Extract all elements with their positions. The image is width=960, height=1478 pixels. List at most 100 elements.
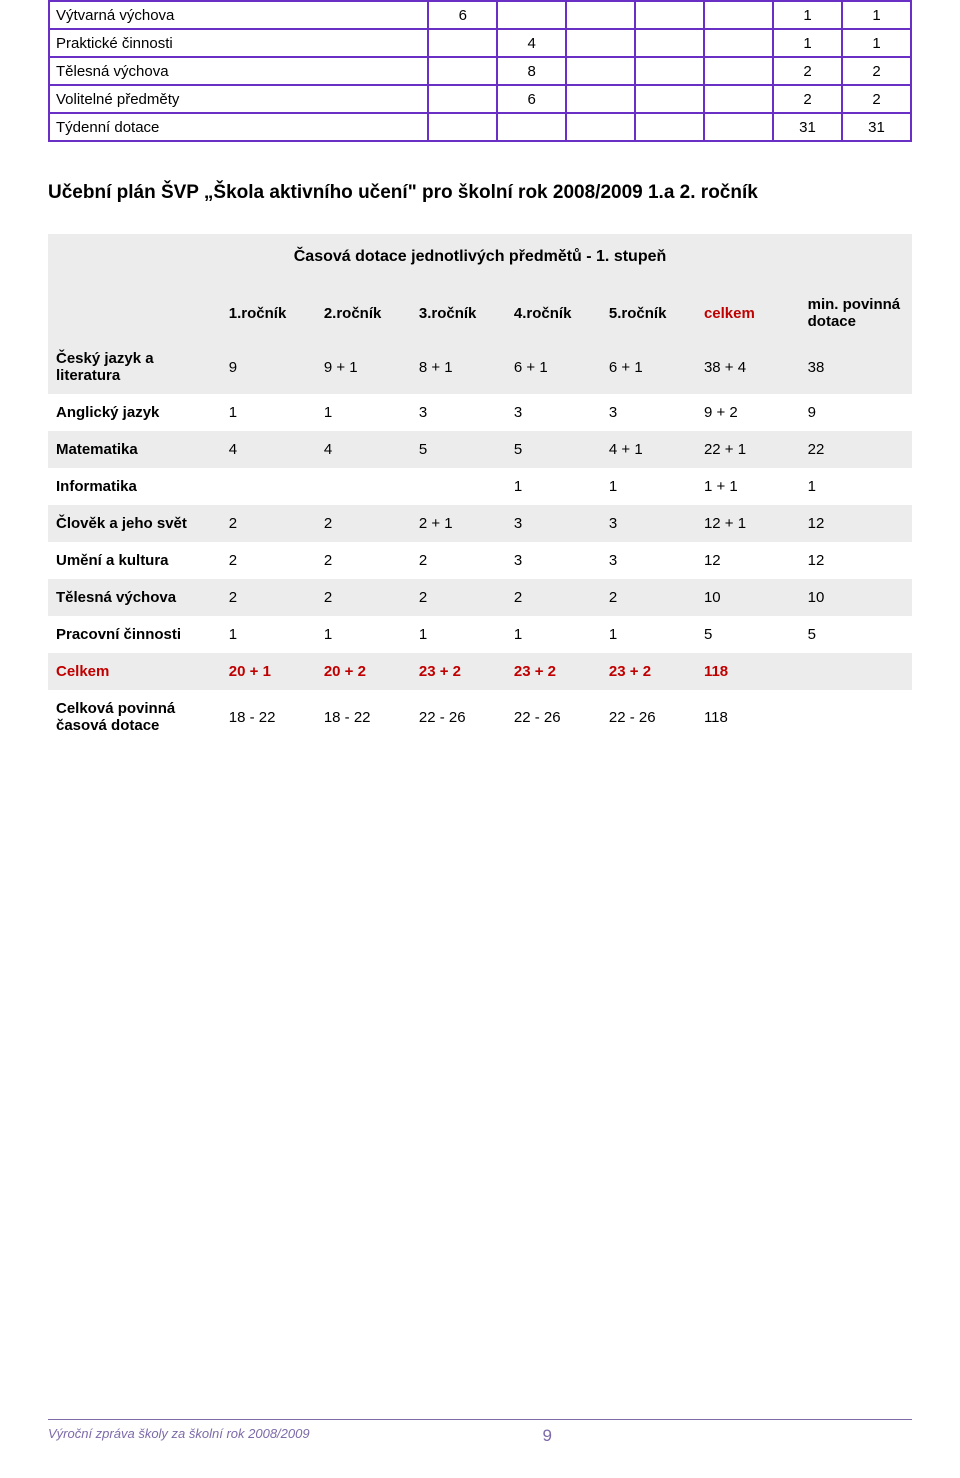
cell	[635, 29, 704, 57]
table-row: Tělesná výchova822	[49, 57, 911, 85]
column-header: 2.ročník	[316, 286, 411, 340]
cell: 2	[411, 579, 506, 616]
hours-allocation-table: Časová dotace jednotlivých předmětů - 1.…	[48, 234, 912, 744]
table-row: Celkem20 + 120 + 223 + 223 + 223 + 2118	[48, 653, 912, 690]
row-label: Tělesná výchova	[48, 579, 221, 616]
cell: 5	[411, 431, 506, 468]
table-row: Informatika111 + 11	[48, 468, 912, 505]
cell: 2	[316, 505, 411, 542]
table-header-row: 1.ročník2.ročník3.ročník4.ročník5.ročník…	[48, 286, 912, 340]
cell: 9 + 2	[696, 394, 800, 431]
cell: 38	[800, 340, 912, 394]
footer-inner: Výroční zpráva školy za školní rok 2008/…	[48, 1426, 912, 1446]
t1-body: Výtvarná výchova611Praktické činnosti411…	[49, 1, 911, 141]
cell: 1	[506, 468, 601, 505]
subject-label: Praktické činnosti	[49, 29, 428, 57]
table-row: Člověk a jeho svět222 + 13312 + 112	[48, 505, 912, 542]
cell: 2	[773, 85, 842, 113]
cell	[800, 653, 912, 690]
cell: 5	[800, 616, 912, 653]
cell: 3	[506, 394, 601, 431]
cell: 3	[601, 542, 696, 579]
row-label: Matematika	[48, 431, 221, 468]
cell: 2	[601, 579, 696, 616]
cell	[704, 85, 773, 113]
cell: 4	[221, 431, 316, 468]
cell: 2	[411, 542, 506, 579]
cell: 9	[800, 394, 912, 431]
cell	[566, 85, 635, 113]
cell: 12	[800, 542, 912, 579]
page-footer: Výroční zpráva školy za školní rok 2008/…	[48, 1419, 912, 1446]
row-label: Český jazyk a literatura	[48, 340, 221, 394]
cell	[704, 113, 773, 141]
cell: 3	[506, 542, 601, 579]
cell: 1	[800, 468, 912, 505]
cell	[566, 113, 635, 141]
row-label: Anglický jazyk	[48, 394, 221, 431]
row-label: Člověk a jeho svět	[48, 505, 221, 542]
cell	[566, 57, 635, 85]
table-caption-row: Časová dotace jednotlivých předmětů - 1.…	[48, 234, 912, 280]
subjects-summary-table: Výtvarná výchova611Praktické činnosti411…	[48, 0, 912, 142]
cell: 5	[696, 616, 800, 653]
cell: 9 + 1	[316, 340, 411, 394]
cell	[635, 85, 704, 113]
subject-label: Výtvarná výchova	[49, 1, 428, 29]
column-header: min. povinná dotace	[800, 286, 912, 340]
cell: 10	[800, 579, 912, 616]
cell: 2	[316, 579, 411, 616]
table-row: Anglický jazyk113339 + 29	[48, 394, 912, 431]
cell: 3	[411, 394, 506, 431]
cell: 1	[773, 29, 842, 57]
cell: 8 + 1	[411, 340, 506, 394]
cell: 22 - 26	[506, 690, 601, 744]
cell: 18 - 22	[316, 690, 411, 744]
column-header: 4.ročník	[506, 286, 601, 340]
cell: 3	[506, 505, 601, 542]
cell: 22 - 26	[601, 690, 696, 744]
cell: 2	[316, 542, 411, 579]
cell: 1	[601, 616, 696, 653]
cell: 12	[696, 542, 800, 579]
cell: 3	[601, 505, 696, 542]
cell: 2	[221, 579, 316, 616]
cell: 31	[773, 113, 842, 141]
cell: 22 - 26	[411, 690, 506, 744]
cell: 1	[601, 468, 696, 505]
cell: 1	[316, 616, 411, 653]
cell: 18 - 22	[221, 690, 316, 744]
column-header: 3.ročník	[411, 286, 506, 340]
cell: 12	[800, 505, 912, 542]
cell: 1	[506, 616, 601, 653]
curriculum-plan-heading: Učební plán ŠVP „Škola aktivního učení" …	[48, 182, 912, 204]
table-row: Matematika44554 + 122 + 122	[48, 431, 912, 468]
cell: 1	[316, 394, 411, 431]
cell: 31	[842, 113, 911, 141]
cell	[428, 29, 497, 57]
cell: 23 + 2	[601, 653, 696, 690]
cell: 2	[842, 57, 911, 85]
footer-page-number: 9	[543, 1426, 552, 1446]
cell: 10	[696, 579, 800, 616]
cell: 1	[221, 616, 316, 653]
t2-body: Časová dotace jednotlivých předmětů - 1.…	[48, 234, 912, 744]
cell: 1 + 1	[696, 468, 800, 505]
cell	[221, 468, 316, 505]
cell: 12 + 1	[696, 505, 800, 542]
cell	[635, 1, 704, 29]
table-row: Praktické činnosti411	[49, 29, 911, 57]
cell: 22 + 1	[696, 431, 800, 468]
cell: 1	[221, 394, 316, 431]
row-label: Celková povinná časová dotace	[48, 690, 221, 744]
table-row: Celková povinná časová dotace18 - 2218 -…	[48, 690, 912, 744]
column-header: 5.ročník	[601, 286, 696, 340]
subject-label: Volitelné předměty	[49, 85, 428, 113]
cell	[704, 1, 773, 29]
table-row: Volitelné předměty622	[49, 85, 911, 113]
cell: 2	[221, 542, 316, 579]
cell: 23 + 2	[411, 653, 506, 690]
cell: 9	[221, 340, 316, 394]
cell: 2	[221, 505, 316, 542]
cell: 6 + 1	[601, 340, 696, 394]
